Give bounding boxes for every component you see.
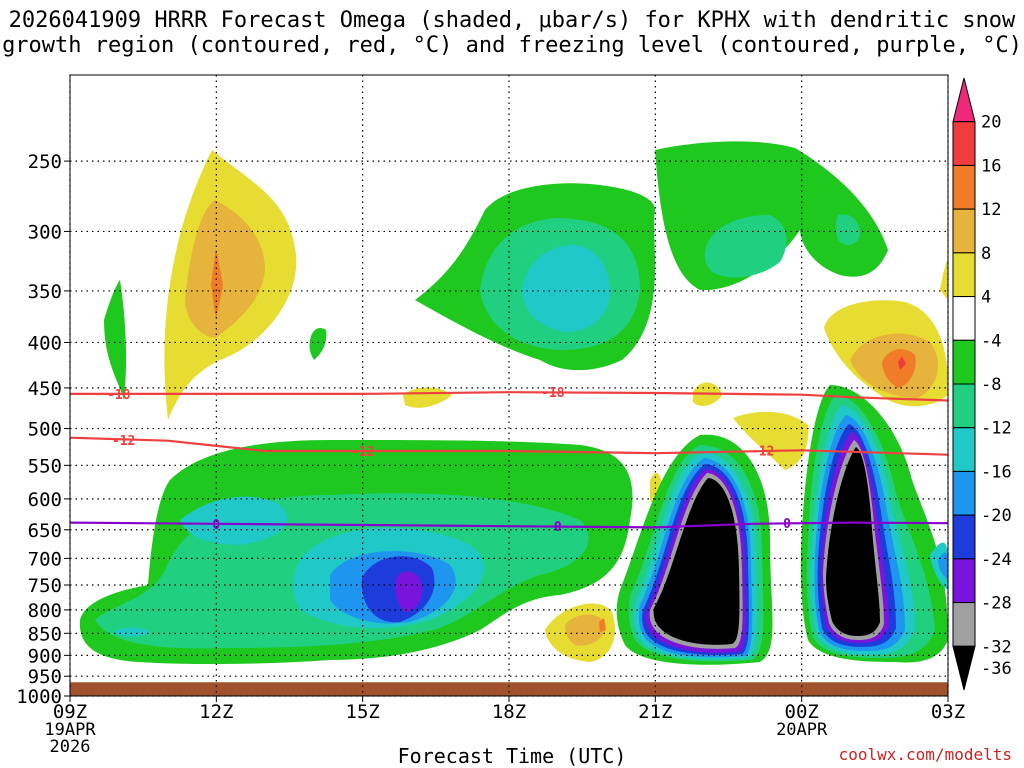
y-tick-label: 450 [28,378,62,400]
colorbar-label: 4 [981,288,991,308]
colorbar-label: -16 [981,462,1012,482]
omega-region-lower-rising-16c [113,627,150,637]
x-tick-label: 15Z [346,701,380,723]
omega-region-lower-rising-28 [395,571,423,612]
x-tick-label: 18Z [492,701,526,723]
y-tick-label: 500 [28,419,62,441]
contour-label: -18 [107,388,131,403]
omega-region-rising-03z-edge-b [938,552,948,580]
omega-region-upper-rising-00z-12 [704,215,787,278]
omega-region-sinking-02z-20 [898,356,906,370]
y-tick-label: 950 [28,666,62,688]
y-tick-label: 850 [28,623,62,645]
omega-region-upper-sinking-12 [211,248,223,320]
omega-region-convection-01z-36 [826,447,880,636]
y-axis: 2503003504004505005506006507007508008509… [16,151,70,708]
colorbar-swatch [952,558,976,604]
chart-title: 2026041909 HRRR Forecast Omega (shaded, … [0,8,1024,58]
colorbar-label: 12 [981,200,1001,220]
colorbar-label: -24 [981,550,1012,570]
omega-region-sinking-blob-a [403,387,452,408]
omega-region-upper-rising-b [309,328,327,360]
omega-region-lower-rising-16 [180,496,288,545]
colorbar-label: 8 [981,244,991,264]
omega-field [70,141,948,696]
x-tick-label: 21Z [638,701,672,723]
colorbar-label: -32 [981,637,1012,657]
credit-text: coolwx.com/modelts [838,745,1012,764]
colorbar-swatch [952,208,976,254]
colorbar-label: -36 [981,659,1012,679]
colorbar-label: 20 [981,113,1001,133]
contour-label: 0 [783,517,791,532]
colorbar-swatch [952,470,976,516]
contour-dendritic-bottom [69,436,949,456]
x-tick-label: 09Z [53,701,87,723]
colorbar-swatch [952,121,976,166]
plot-frame [69,74,949,697]
y-tick-label: 300 [28,221,62,243]
colorbar-swatch [952,645,976,691]
y-tick-label: 400 [28,332,62,354]
y-tick-label: 250 [28,151,62,173]
x-tick-label: 03Z [931,701,965,723]
contour-freezing-level [69,521,949,529]
contour-label: -12 [112,434,135,449]
colorbar-label: -12 [981,419,1012,439]
omega-region-sinking-blob-c [733,411,809,470]
x-tick-label: 19APR [44,720,96,740]
x-tick-label: 2026 [50,737,91,757]
omega-region-upper-rising-a [104,280,127,400]
y-tick-label: 650 [28,520,62,542]
omega-region-upper-rising-16 [522,245,610,332]
contour-label: -12 [751,444,774,459]
colorbar-label: -8 [981,375,1001,395]
colorbar-label: -20 [981,506,1012,526]
contour-label: 0 [554,520,562,535]
omega-region-upper-sinking-8 [185,200,265,338]
y-tick-label: 600 [28,489,62,511]
colorbar-swatch [952,252,976,298]
contour-label: 0 [212,518,220,533]
surface-terrain [70,682,948,696]
colorbar-label: 16 [981,156,1001,176]
contour-label: -18 [541,386,565,401]
omega-region-convection-22z-36 [653,478,740,645]
colorbar: 20 16 12 8 4 -4 -8 -12 -16 -20 -24 -28 -32-36 [952,77,1012,691]
colorbar-swatch [952,383,976,429]
y-tick-label: 750 [28,575,62,597]
y-tick-label: 350 [28,281,62,303]
omega-region-sinking-20z-12 [599,618,606,632]
omega-region-upper-rising-00z-12b [835,214,860,245]
colorbar-swatch [952,296,976,341]
x-axis-label: Forecast Time (UTC) [397,744,627,768]
y-tick-label: 550 [28,455,62,477]
colorbar-swatch [952,77,976,123]
omega-region-sinking-02z-12 [882,349,916,388]
colorbar-label: -28 [981,594,1012,614]
colorbar-swatch [952,602,976,647]
y-tick-label: 800 [28,600,62,622]
colorbar-swatch [952,339,976,385]
omega-region-sinking-20z-8 [565,614,606,646]
title-line-1: 2026041909 HRRR Forecast Omega (shaded, … [8,8,1016,33]
colorbar-swatch [952,427,976,472]
omega-region-upper-rising-00z [655,141,888,291]
title-line-2: growth region (contoured, red, °C) and f… [2,33,1022,58]
colorbar-swatch [952,514,976,560]
contour-label: -12 [351,445,374,460]
x-tick-label: 12Z [199,701,233,723]
x-tick-label: 20APR [776,720,828,740]
contour-dendritic-top [70,391,949,402]
colorbar-swatch [952,164,976,210]
y-tick-label: 900 [28,645,62,667]
y-tick-label: 1000 [16,686,62,708]
x-tick-label: 00Z [785,701,819,723]
omega-region-sinking-blob-d [940,258,948,300]
y-tick-label: 700 [28,548,62,570]
contours: -18 -18 -12 -12 -12 0 0 0 [69,386,949,535]
colorbar-label: -4 [981,331,1001,351]
